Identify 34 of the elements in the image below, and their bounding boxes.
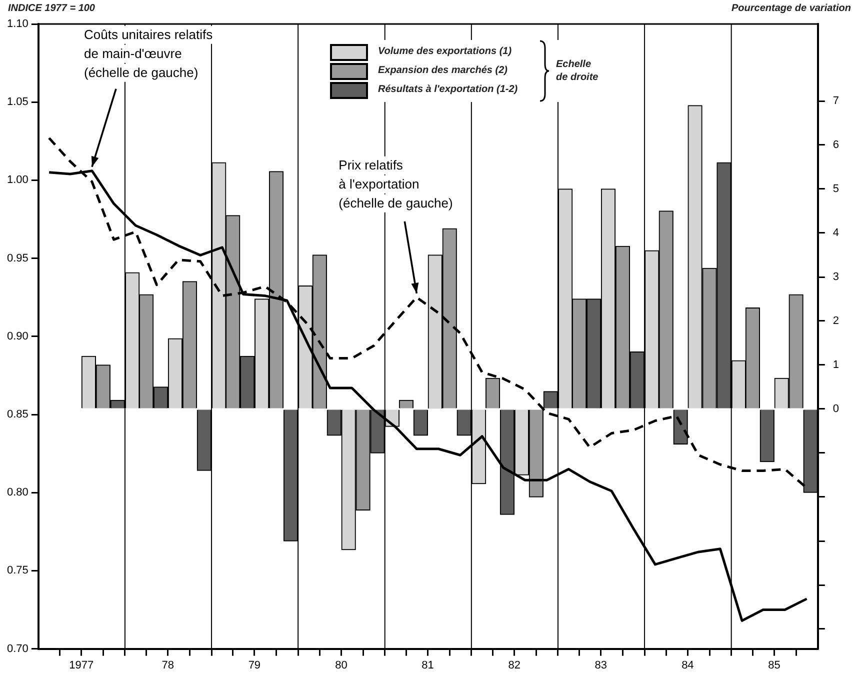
y-tick-label: 0.90 xyxy=(6,330,28,342)
y-tick-label: 0.80 xyxy=(6,486,28,499)
y-tick-label: 1.00 xyxy=(6,174,28,186)
y-axis-title: INDICE 1977 = 100 xyxy=(8,3,95,14)
y-tick-label: 0.95 xyxy=(6,252,28,264)
y2-tick-label: 3 xyxy=(832,271,840,284)
annotation: Prix relatifs à l'exportation (échelle de gauche) xyxy=(338,157,453,210)
y-tick-label: 1.05 xyxy=(6,96,28,108)
x-tick-label: 1977 xyxy=(69,659,94,672)
x-tick-label: 83 xyxy=(594,659,608,672)
x-tick-label: 79 xyxy=(248,659,261,672)
y2-tick-label: 4 xyxy=(832,227,840,240)
y-tick-label: 0.70 xyxy=(6,642,28,655)
legend-label: Résultats à l'exportation (1-2) xyxy=(378,84,519,96)
annotation: Echelle de droite xyxy=(556,58,598,84)
y2-tick-label: 6 xyxy=(832,139,840,152)
y-tick-label: 0.85 xyxy=(6,408,28,421)
x-tick-label: 78 xyxy=(162,659,174,672)
y2-tick-label: 7 xyxy=(832,95,840,108)
y2-tick-label: 0 xyxy=(832,403,840,416)
y2-tick-label: 2 xyxy=(832,315,840,328)
legend-label: Expansion des marchés (2) xyxy=(378,65,508,77)
x-tick-label: 80 xyxy=(335,659,348,672)
legend-label: Volume des exportations (1) xyxy=(378,46,513,58)
x-tick-label: 85 xyxy=(768,659,780,672)
y2-tick-label: 1 xyxy=(832,359,840,372)
x-tick-label: 82 xyxy=(508,659,520,672)
y2-axis-title: Pourcentage de variation xyxy=(732,3,851,14)
annotation: Coûts unitaires relatifs de main-d'œuvre (échelle de gauche) xyxy=(84,26,214,80)
y-tick-label: 0.75 xyxy=(6,564,28,577)
x-tick-label: 81 xyxy=(422,659,434,672)
y2-tick-label: 5 xyxy=(832,183,840,196)
x-tick-label: 84 xyxy=(682,659,694,672)
y-tick-label: 1.10 xyxy=(6,18,28,30)
